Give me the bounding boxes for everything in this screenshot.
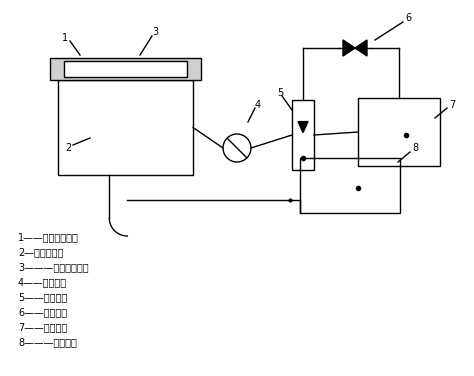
Bar <box>58 80 193 175</box>
Text: 8———微压计。: 8———微压计。 <box>18 337 77 347</box>
Text: 7——真空泵；: 7——真空泵； <box>18 322 67 332</box>
Text: 2: 2 <box>65 143 71 153</box>
Text: 6: 6 <box>405 13 411 23</box>
Polygon shape <box>298 121 308 133</box>
Text: 7: 7 <box>449 100 455 110</box>
Text: 2—定容腔体；: 2—定容腔体； <box>18 247 64 257</box>
Bar <box>292 100 314 170</box>
Text: 4——控制阀；: 4——控制阀； <box>18 277 67 287</box>
Text: 3———气密检查盖；: 3———气密检查盖； <box>18 262 89 272</box>
Text: 8: 8 <box>412 143 418 153</box>
Text: 1: 1 <box>62 33 68 43</box>
Bar <box>358 98 440 166</box>
Polygon shape <box>343 40 355 56</box>
Bar <box>64 61 187 77</box>
Bar <box>300 158 400 213</box>
Text: 6——调节阀；: 6——调节阀； <box>18 307 67 317</box>
Text: 3: 3 <box>152 27 158 37</box>
Bar <box>50 58 201 80</box>
Text: 1——呼气阀夹具；: 1——呼气阀夹具； <box>18 232 79 242</box>
Text: 5——流量计；: 5——流量计； <box>18 292 67 302</box>
Text: 4: 4 <box>255 100 261 110</box>
Text: 5: 5 <box>277 88 283 98</box>
Polygon shape <box>355 40 367 56</box>
